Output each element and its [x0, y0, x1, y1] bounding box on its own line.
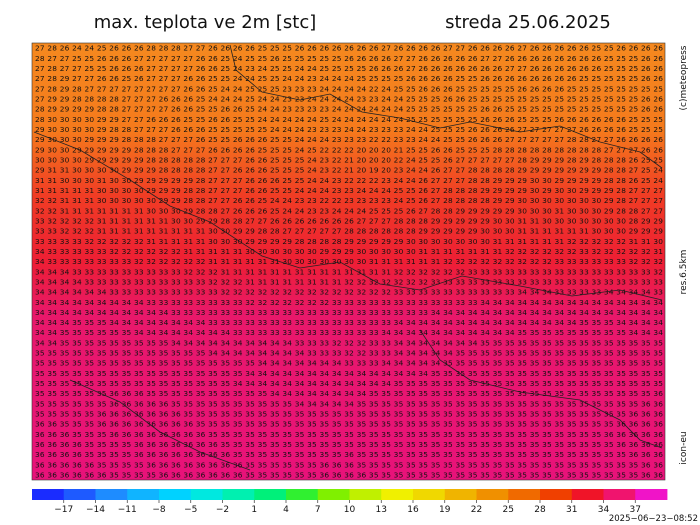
colorbar-label: 13 [376, 505, 387, 515]
colorbar-segment [63, 489, 96, 500]
colorbar-segment [444, 489, 477, 500]
colorbar-label: 31 [566, 505, 577, 515]
value-row: 34 34 34 34 34 34 33 33 33 33 33 33 33 3… [35, 288, 663, 297]
colorbar-segment [95, 489, 128, 500]
value-row: 32 32 31 31 31 31 31 31 31 30 30 30 29 2… [35, 206, 663, 215]
colorbar-segment [508, 489, 541, 500]
value-row: 36 36 36 36 35 35 35 35 36 36 36 36 36 3… [35, 450, 663, 459]
value-row: 28 29 29 29 29 28 28 27 27 27 27 26 26 2… [35, 105, 663, 114]
copyright-label: (c)meteopress [679, 45, 689, 110]
value-row: 31 31 31 31 31 30 30 30 30 29 29 29 28 2… [35, 186, 663, 195]
colorbar-label: −5 [184, 505, 197, 515]
value-row: 35 35 35 35 35 35 35 35 35 35 35 35 35 3… [35, 359, 663, 368]
value-row: 35 35 35 35 35 35 36 36 36 35 35 35 35 3… [35, 389, 663, 398]
value-row: 36 36 36 36 36 36 35 35 35 35 36 36 36 3… [35, 471, 663, 480]
colorbar-label: 1 [251, 505, 257, 515]
colorbar-segment [159, 489, 192, 500]
value-row: 27 28 29 28 27 27 27 27 27 27 27 27 26 2… [35, 84, 663, 93]
value-row: 27 28 26 24 24 25 26 26 26 28 28 28 27 2… [35, 44, 663, 53]
colorbar-segment [190, 489, 223, 500]
colorbar-label: −17 [54, 505, 73, 515]
colorbar-segment [476, 489, 509, 500]
colorbar-label: 22 [471, 505, 482, 515]
colorbar-segment [603, 489, 636, 500]
colorbar-label: −2 [216, 505, 229, 515]
map-area [31, 42, 666, 481]
colorbar-segment [222, 489, 255, 500]
value-row: 36 36 36 36 36 35 35 35 35 36 36 36 36 3… [35, 460, 663, 469]
value-row: 27 28 29 27 27 26 26 25 26 27 27 27 26 2… [35, 74, 663, 83]
colorbar-segment [254, 489, 287, 500]
colorbar-segment [349, 489, 382, 500]
value-row: 34 34 34 34 33 33 33 33 33 33 33 33 33 3… [35, 277, 663, 286]
value-row: 32 32 31 31 31 30 30 30 30 30 29 29 28 2… [35, 196, 663, 205]
colorbar-segment [413, 489, 446, 500]
timestamp: 2025−06−23−08:52 [609, 514, 698, 524]
value-row: 34 34 34 34 34 34 34 34 34 33 33 33 33 3… [35, 298, 663, 307]
value-row: 31 31 30 30 30 31 30 30 29 29 29 29 29 2… [35, 176, 663, 185]
colorbar-label: −11 [118, 505, 137, 515]
value-row: 27 28 27 27 25 25 26 26 26 27 27 27 27 2… [35, 64, 663, 73]
value-row: 35 35 35 35 35 35 36 36 36 36 36 35 35 3… [35, 399, 663, 408]
value-row: 34 34 34 33 33 33 33 33 33 33 33 33 32 3… [35, 267, 663, 276]
colorbar-segment [635, 489, 668, 500]
value-row: 29 30 30 29 29 29 29 29 28 28 28 27 27 2… [35, 145, 663, 154]
colorbar-segment [286, 489, 319, 500]
map-title: max. teplota ve 2m [stc] [94, 12, 317, 33]
value-row: 29 30 30 30 30 29 28 28 27 27 27 26 26 2… [35, 125, 663, 134]
value-row: 33 33 32 32 32 31 31 31 31 31 31 31 31 3… [35, 227, 663, 236]
colorbar-label: 37 [630, 505, 641, 515]
value-row: 35 35 35 35 35 35 35 35 35 35 35 35 35 3… [35, 349, 663, 358]
value-row: 34 34 34 35 35 35 34 34 34 34 34 34 34 3… [35, 318, 663, 327]
value-row: 34 34 35 35 35 35 35 35 35 35 35 34 34 3… [35, 338, 663, 347]
colorbar-label: 34 [598, 505, 610, 515]
colorbar-segment [571, 489, 604, 500]
colorbar-segment [127, 489, 160, 500]
value-row: 27 29 29 28 28 28 28 27 27 27 26 26 26 2… [35, 94, 663, 103]
value-row: 28 30 30 30 30 29 29 27 27 26 26 26 25 2… [35, 115, 663, 124]
value-row: 34 34 35 35 35 35 35 35 34 34 34 34 34 3… [35, 328, 663, 337]
colorbar-label: 25 [503, 505, 514, 515]
colorbar-label: 4 [283, 505, 289, 515]
colorbar-segment [540, 489, 573, 500]
value-row: 35 35 35 35 35 35 35 35 35 35 35 35 35 3… [35, 369, 663, 378]
value-row: 29 30 30 30 29 29 29 28 28 28 27 27 27 2… [35, 135, 663, 144]
value-row: 29 31 31 30 30 30 30 29 29 29 28 28 28 2… [35, 166, 663, 175]
colorbar-label: 7 [315, 505, 321, 515]
value-row: 35 35 35 35 35 35 35 35 35 35 35 35 35 3… [35, 379, 663, 388]
value-row: 33 32 32 32 32 31 31 31 31 31 31 30 30 2… [35, 216, 663, 225]
value-row: 34 33 33 33 33 33 32 32 32 32 32 32 31 3… [35, 247, 663, 256]
value-row: 30 30 30 30 29 29 29 29 29 28 28 28 28 2… [35, 155, 663, 164]
map-date: streda 25.06.2025 [445, 12, 611, 33]
colorbar-segment [32, 489, 65, 500]
colorbar-segment [381, 489, 414, 500]
value-row: 36 36 35 35 35 36 36 36 36 36 36 36 36 3… [35, 420, 663, 429]
value-row: 28 27 27 25 25 26 26 26 27 27 27 27 27 2… [35, 54, 663, 63]
value-row: 36 36 36 36 35 35 35 35 36 36 36 36 36 3… [35, 440, 663, 449]
model-label: icon-eu [679, 431, 689, 464]
colorbar-label: −8 [152, 505, 166, 515]
resolution-label: res.6.5km [679, 250, 689, 295]
colorbar-label: 10 [344, 505, 356, 515]
colorbar-label: 19 [439, 505, 451, 515]
value-row: 35 35 35 35 35 36 36 36 36 36 36 36 35 3… [35, 410, 663, 419]
value-row: 34 34 34 34 34 34 34 34 34 34 34 33 33 3… [35, 308, 663, 317]
borders [33, 44, 663, 471]
colorbar-segment [317, 489, 350, 500]
value-row: 33 33 33 33 32 32 32 32 32 31 31 31 31 3… [35, 237, 663, 246]
colorbar-label: 16 [407, 505, 419, 515]
value-row: 36 36 36 35 35 35 36 36 36 36 36 36 36 3… [35, 430, 663, 439]
colorbar-label: 28 [534, 505, 546, 515]
colorbar-label: −14 [86, 505, 105, 515]
value-row: 34 33 33 33 33 33 33 33 32 32 32 32 32 3… [35, 257, 663, 266]
